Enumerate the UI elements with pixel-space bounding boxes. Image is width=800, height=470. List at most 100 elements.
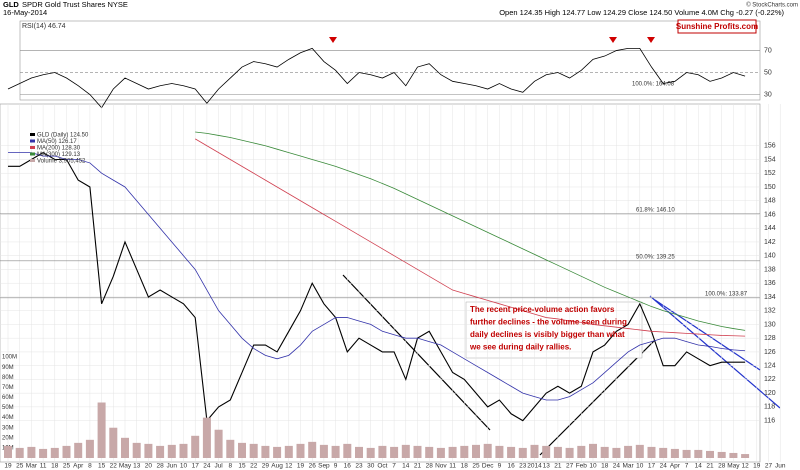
x-tick-label: 23 — [355, 463, 363, 470]
volume-bar — [238, 442, 246, 458]
legend-label: MA(200) 128.30 — [37, 146, 81, 152]
volume-bar — [97, 402, 106, 458]
volume-bar — [472, 444, 480, 458]
x-tick-label: Aug — [271, 463, 283, 470]
x-tick-label: 17 — [192, 463, 200, 470]
arrows — [329, 37, 655, 43]
legend-swatch — [30, 159, 35, 162]
volume-bar — [74, 442, 83, 458]
volume-bar — [612, 447, 621, 458]
volume-bar — [390, 446, 399, 458]
volume-bar — [741, 454, 750, 458]
volume-bar — [706, 450, 714, 458]
x-tick-label: May — [119, 463, 132, 470]
x-tick-label: 24 — [660, 463, 668, 470]
volume-bar — [542, 445, 551, 458]
y-tick-label: 140 — [764, 253, 776, 260]
volume-bar — [483, 443, 492, 458]
x-tick-label: 27 — [566, 463, 574, 470]
x-tick-label: 24 — [613, 463, 621, 470]
x-tick-label: 8 — [228, 463, 232, 470]
y-tick-label: 124 — [764, 363, 776, 370]
volume-bar — [226, 439, 235, 458]
callout-text: we see during daily rallies. — [469, 343, 571, 352]
x-tick-label: 21 — [706, 463, 714, 470]
x-tick-label: 21 — [554, 463, 562, 470]
logo: Sunshine Profits.com — [676, 22, 758, 31]
x-tick-label: 15 — [98, 463, 106, 470]
y2-tick-label: 40M — [2, 415, 14, 421]
x-tick-label: Jun — [775, 463, 786, 470]
y-tick-label: 154 — [764, 156, 776, 163]
x-tick-label: 19 — [4, 463, 12, 470]
y-tick-label: 136 — [764, 280, 776, 287]
legend-swatch — [30, 146, 35, 149]
volume-bar — [331, 445, 340, 458]
line — [194, 138, 746, 337]
volume-bar — [553, 446, 562, 458]
y-tick-label: 152 — [764, 170, 776, 177]
volume-bar — [518, 447, 527, 458]
x-tick-label: May — [727, 463, 740, 470]
volume-bar — [530, 444, 539, 458]
x-tick-label: Oct — [377, 463, 387, 470]
y-tick-label: 70 — [764, 47, 772, 54]
volume-bar — [249, 443, 258, 458]
volume-bar — [296, 443, 305, 458]
y2-tick-label: 60M — [2, 395, 14, 401]
x-tick-label: 14 — [402, 463, 410, 470]
x-tick-label: 29 — [262, 463, 270, 470]
volume-bar — [343, 443, 352, 458]
volume-bar — [670, 448, 679, 458]
legend-label: Volume 3,905,452 — [37, 159, 86, 165]
volume-bar — [15, 447, 24, 458]
y-tick-label: 30 — [764, 91, 772, 98]
volume-bar — [355, 446, 363, 458]
volume-bar — [39, 448, 48, 458]
volume-bar — [495, 445, 504, 458]
x-tick-label: 11 — [40, 463, 47, 470]
x-tick-label: 18 — [601, 463, 609, 470]
x-tick-label: 25 — [63, 463, 71, 470]
x-tick-label: 25 — [16, 463, 24, 470]
volume-bar — [694, 449, 703, 458]
x-tick-label: 30 — [367, 463, 375, 470]
volume-bar — [261, 445, 270, 458]
volume-bar — [121, 437, 129, 458]
volume-bar — [729, 452, 738, 458]
volume-bar — [191, 435, 200, 458]
x-tick-label: Sep — [318, 463, 330, 470]
x-tick-label: 12 — [285, 463, 293, 470]
y2-tick-label: 70M — [2, 385, 14, 391]
volume-bar — [647, 446, 656, 458]
y2-tick-label: 50M — [2, 405, 14, 411]
x-tick-label: 28 — [426, 463, 434, 470]
y-tick-label: 130 — [764, 321, 776, 328]
volume-bar — [448, 446, 457, 458]
x-tick-label: 14 — [695, 463, 703, 470]
volume-bar — [4, 445, 12, 458]
legend-label: MA(300) 129.13 — [37, 152, 81, 158]
y-tick-label: 148 — [764, 198, 776, 205]
x-tick-label: 18 — [51, 463, 59, 470]
y2-tick-label: 90M — [2, 365, 14, 371]
x-tick-label: 24 — [203, 463, 211, 470]
rsi-title: RSI(14) 46.74 — [22, 23, 66, 30]
y2-tick-label: 30M — [2, 425, 14, 431]
x-tick-label: 7 — [392, 463, 396, 470]
x-tick-label: Mar — [26, 463, 38, 470]
y-tick-label: 146 — [764, 211, 776, 218]
volume-bar — [156, 445, 165, 458]
x-tick-label: Apr — [73, 463, 84, 470]
y-tick-label: 120 — [764, 390, 776, 397]
volume-bar — [179, 443, 188, 458]
line — [195, 131, 746, 331]
x-tick-label: 28 — [718, 463, 726, 470]
volume-bar — [85, 439, 94, 458]
x-tick-label: Jul — [214, 463, 223, 470]
volume-bar — [50, 447, 59, 458]
x-tick-label: 13 — [133, 463, 141, 470]
line — [7, 47, 746, 109]
y-tick-label: 134 — [764, 294, 776, 301]
date: 16-May-2014 — [3, 8, 47, 17]
